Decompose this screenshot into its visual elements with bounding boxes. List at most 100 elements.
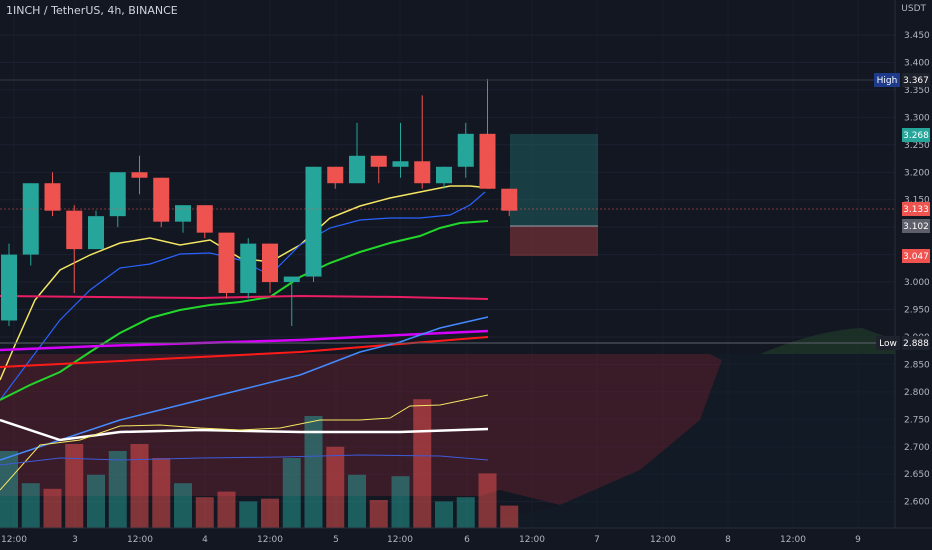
price-tick: 2.600 (904, 498, 930, 508)
white-ma-line (0, 418, 489, 442)
chart-grid (0, 34, 895, 503)
candle-body (22, 183, 39, 255)
high-value: 3.367 (903, 76, 929, 86)
price-tick: 3.450 (904, 31, 930, 41)
time-tick: 12:00 (387, 535, 413, 545)
candle-body (88, 216, 104, 250)
candle-body (66, 210, 83, 250)
volume-bar (108, 451, 127, 528)
target-value: 3.268 (903, 131, 929, 141)
price-tick: 2.700 (904, 443, 930, 453)
time-tick: 12:00 (257, 535, 283, 545)
candle-body (240, 243, 257, 294)
magenta-ma-line (0, 329, 489, 352)
candle-body (262, 243, 278, 283)
volume-bar (0, 451, 18, 528)
volume-ma-blue-line (0, 454, 489, 466)
volume-bar (369, 500, 388, 528)
price-tick: 2.950 (904, 306, 930, 316)
candle-body (305, 166, 322, 277)
volume-bar (65, 444, 84, 528)
target-badge: 3.268 (902, 128, 930, 142)
price-tick: 3.200 (904, 168, 930, 178)
price-tick: 3.250 (904, 141, 930, 151)
candle-body (44, 183, 61, 211)
price-tick: 3.300 (904, 113, 930, 123)
candle-body (1, 254, 17, 321)
volume-bar (413, 399, 432, 528)
stop-value: 3.047 (903, 252, 929, 262)
volume-bar (130, 444, 149, 528)
candle-body (349, 155, 365, 184)
price-tick: 2.650 (904, 470, 930, 480)
candle-body (327, 166, 344, 184)
candle-body (392, 161, 409, 167)
price-tick: 3.150 (904, 196, 930, 206)
volume-bar (304, 416, 323, 528)
volume-bar (239, 501, 258, 528)
time-tick: 8 (725, 535, 731, 545)
volume-bar (217, 491, 236, 528)
volume-bar (478, 473, 497, 528)
volume-bar (435, 501, 453, 528)
volume-bar (174, 483, 192, 528)
volume-bar (21, 483, 40, 528)
time-tick: 12:00 (650, 535, 676, 545)
price-tick: 2.850 (904, 360, 930, 370)
low-label: Low (879, 339, 897, 349)
time-tick: 12:00 (780, 535, 806, 545)
volume-bar (348, 474, 366, 528)
green-ma-line (0, 220, 489, 401)
price-tick: 2.750 (904, 415, 930, 425)
candle-body (175, 205, 191, 222)
candle-body (501, 188, 518, 211)
volume-bar (326, 446, 345, 528)
pink-ma-line (0, 294, 489, 300)
volume-bar (87, 474, 105, 528)
current-value: 3.133 (903, 205, 929, 215)
time-tick: 3 (72, 535, 78, 545)
volume-ma-line (0, 394, 489, 491)
yellow-ma-line (0, 185, 491, 381)
candle-body (109, 172, 126, 217)
candle-body (196, 205, 213, 233)
stop-badge: 3.047 (902, 249, 930, 263)
volume-bar (282, 458, 301, 528)
candle-body (479, 133, 496, 189)
candle-body (370, 155, 387, 167)
reference-lines (0, 79, 895, 344)
candles (1, 78, 518, 326)
candle-body (153, 177, 170, 222)
candle-body (436, 166, 452, 184)
candle-body (457, 133, 474, 167)
volume-bar (500, 505, 519, 528)
price-tick: 2.800 (904, 388, 930, 398)
symbol-title[interactable]: 1INCH / TetherUS, 4h, BINANCE (6, 4, 178, 17)
candle-body (283, 276, 300, 283)
blue-long-ma-line (0, 316, 489, 461)
time-tick: 6 (464, 535, 470, 545)
high-badge: High 3.367 (874, 73, 930, 87)
time-tick: 7 (594, 535, 600, 545)
candle-body (218, 232, 235, 294)
price-axis[interactable]: 3.4503.4003.3503.3003.2503.2003.1503.100… (874, 0, 930, 528)
time-tick: 12:00 (519, 535, 545, 545)
volume-bar (391, 476, 410, 528)
candle-body (414, 161, 431, 184)
time-tick: 12:00 (127, 535, 153, 545)
time-tick: 5 (333, 535, 339, 545)
price-tick: 3.000 (904, 278, 930, 288)
long-position-tool[interactable] (510, 134, 598, 256)
high-label: High (877, 76, 898, 86)
time-tick: 9 (855, 535, 861, 545)
current-price-badge: 3.133 (902, 202, 930, 216)
price-tick: 3.400 (904, 58, 930, 68)
currency-label: USDT (901, 4, 926, 14)
volume-bar (456, 497, 475, 528)
time-axis[interactable]: 12:00 3 12:00 4 12:00 5 12:00 6 12:00 7 12:00 8 12:0… (0, 527, 932, 545)
volume-bar (152, 458, 171, 528)
time-tick: 12:00 (1, 535, 27, 545)
price-tick: 3.350 (904, 86, 930, 96)
entry-badge: 3.102 (902, 219, 930, 233)
